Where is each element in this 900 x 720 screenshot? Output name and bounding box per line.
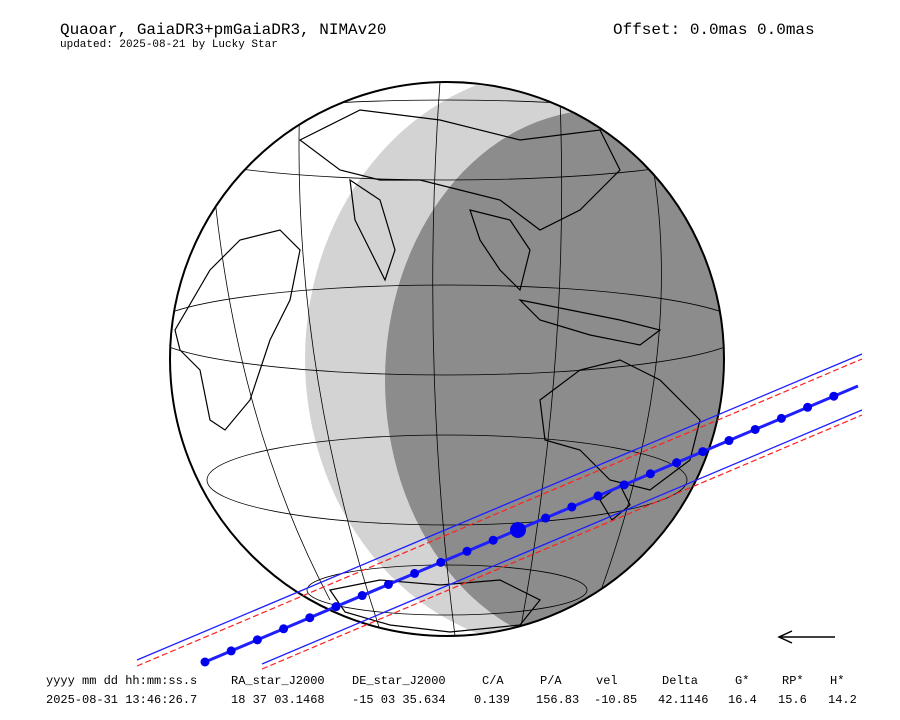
path-dot: [200, 657, 210, 667]
globe: [170, 82, 724, 636]
path-dot: [357, 591, 367, 601]
subtitle: updated: 2025-08-21 by Lucky Star: [60, 39, 278, 51]
table-cell: vel: [596, 674, 618, 688]
table-cell: yyyy mm dd hh:mm:ss.s: [46, 674, 197, 688]
path-dot: [436, 557, 446, 567]
table-cell: 14.2: [828, 693, 857, 707]
path-dot: [672, 458, 682, 468]
path-dot: [279, 624, 289, 634]
table-cell: C/A: [482, 674, 504, 688]
path-dot: [724, 436, 734, 446]
path-dot: [383, 579, 393, 589]
table-cell: 156.83: [536, 693, 579, 707]
path-dot: [645, 469, 655, 479]
path-dot: [619, 480, 629, 490]
path-dot: [488, 535, 498, 545]
table-cell: 15.6: [778, 693, 807, 707]
path-dot: [567, 502, 577, 512]
path-dot: [410, 568, 420, 578]
offset: Offset: 0.0mas 0.0mas: [613, 21, 815, 39]
path-dot: [331, 602, 341, 612]
table-cell: -15 03 35.634: [352, 693, 446, 707]
path-dot: [541, 513, 551, 523]
path-dot: [776, 413, 786, 423]
path-dot: [593, 491, 603, 501]
shadow-path: [136, 353, 863, 670]
table-cell: 18 37 03.1468: [231, 693, 325, 707]
table-cell: P/A: [540, 674, 562, 688]
table-cell: DE_star_J2000: [352, 674, 446, 688]
table-cell: 2025-08-31 13:46:26.7: [46, 693, 197, 707]
path-dot: [462, 546, 472, 556]
path-dot: [803, 402, 813, 412]
info-table: yyyy mm dd hh:mm:ss.s RA_star_J2000 DE_sta…: [46, 674, 857, 707]
globe-outline: [169, 81, 725, 637]
path-dot: [829, 391, 839, 401]
table-cell: RP*: [782, 674, 804, 688]
table-cell: RA_star_J2000: [231, 674, 325, 688]
direction-arrow: [777, 630, 835, 644]
path-dot: [750, 424, 760, 434]
table-cell: 42.1146: [658, 693, 708, 707]
path-dot: [226, 646, 236, 656]
table-cell: 0.139: [474, 693, 510, 707]
path-dot: [305, 613, 315, 623]
table-cell: 16.4: [728, 693, 757, 707]
path-dot: [252, 635, 262, 645]
table-cell: Delta: [662, 674, 698, 688]
path-dot: [698, 447, 708, 457]
title: Quaoar, GaiaDR3+pmGaiaDR3, NIMAv20: [60, 21, 386, 39]
table-cell: G*: [735, 674, 749, 688]
table-cell: H*: [830, 674, 844, 688]
table-cell: -10.85: [594, 693, 637, 707]
